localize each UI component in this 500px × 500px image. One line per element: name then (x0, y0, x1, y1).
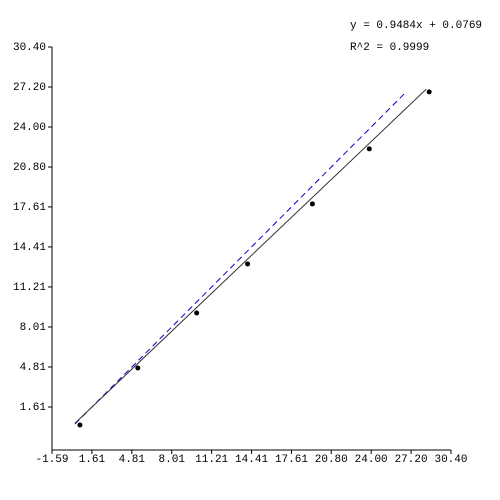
x-tick-label: 14.41 (235, 454, 268, 466)
x-tick-label: 17.61 (275, 454, 308, 466)
x-tick-label: 20.80 (315, 454, 348, 466)
x-tick-label: 8.01 (159, 454, 186, 466)
y-tick-label: 14.41 (13, 242, 46, 254)
point (135, 365, 141, 371)
y-tick-label: 30.40 (13, 42, 46, 54)
x-tick-label: 4.81 (119, 454, 146, 466)
y-tick-label: 24.00 (13, 122, 46, 134)
y-tick-label: 11.21 (13, 282, 46, 294)
x-tick-label: 27.20 (395, 454, 428, 466)
y-tick-label: 17.61 (13, 202, 46, 214)
x-tick-label: 1.61 (79, 454, 106, 466)
y-tick-label: 8.01 (20, 322, 47, 334)
point (194, 310, 200, 316)
x-tick-label: -1.59 (35, 454, 68, 466)
x-tick-label: 11.21 (195, 454, 228, 466)
r-squared: R^2 = 0.9999 (350, 42, 429, 54)
y-tick-label: 20.80 (13, 162, 46, 174)
fit-line (74, 88, 427, 424)
equation: y = 0.9484x + 0.0769 (350, 20, 482, 32)
point (366, 146, 372, 152)
y-tick-label: 27.20 (13, 82, 46, 94)
y-tick-label: 4.81 (20, 362, 47, 374)
y-tick-label: 1.61 (20, 402, 47, 414)
x-tick-label: 30.40 (434, 454, 467, 466)
reference-line (74, 93, 405, 425)
point (77, 422, 83, 428)
point (245, 261, 251, 267)
point (426, 89, 432, 95)
x-tick-label: 24.00 (355, 454, 388, 466)
point (309, 201, 315, 207)
